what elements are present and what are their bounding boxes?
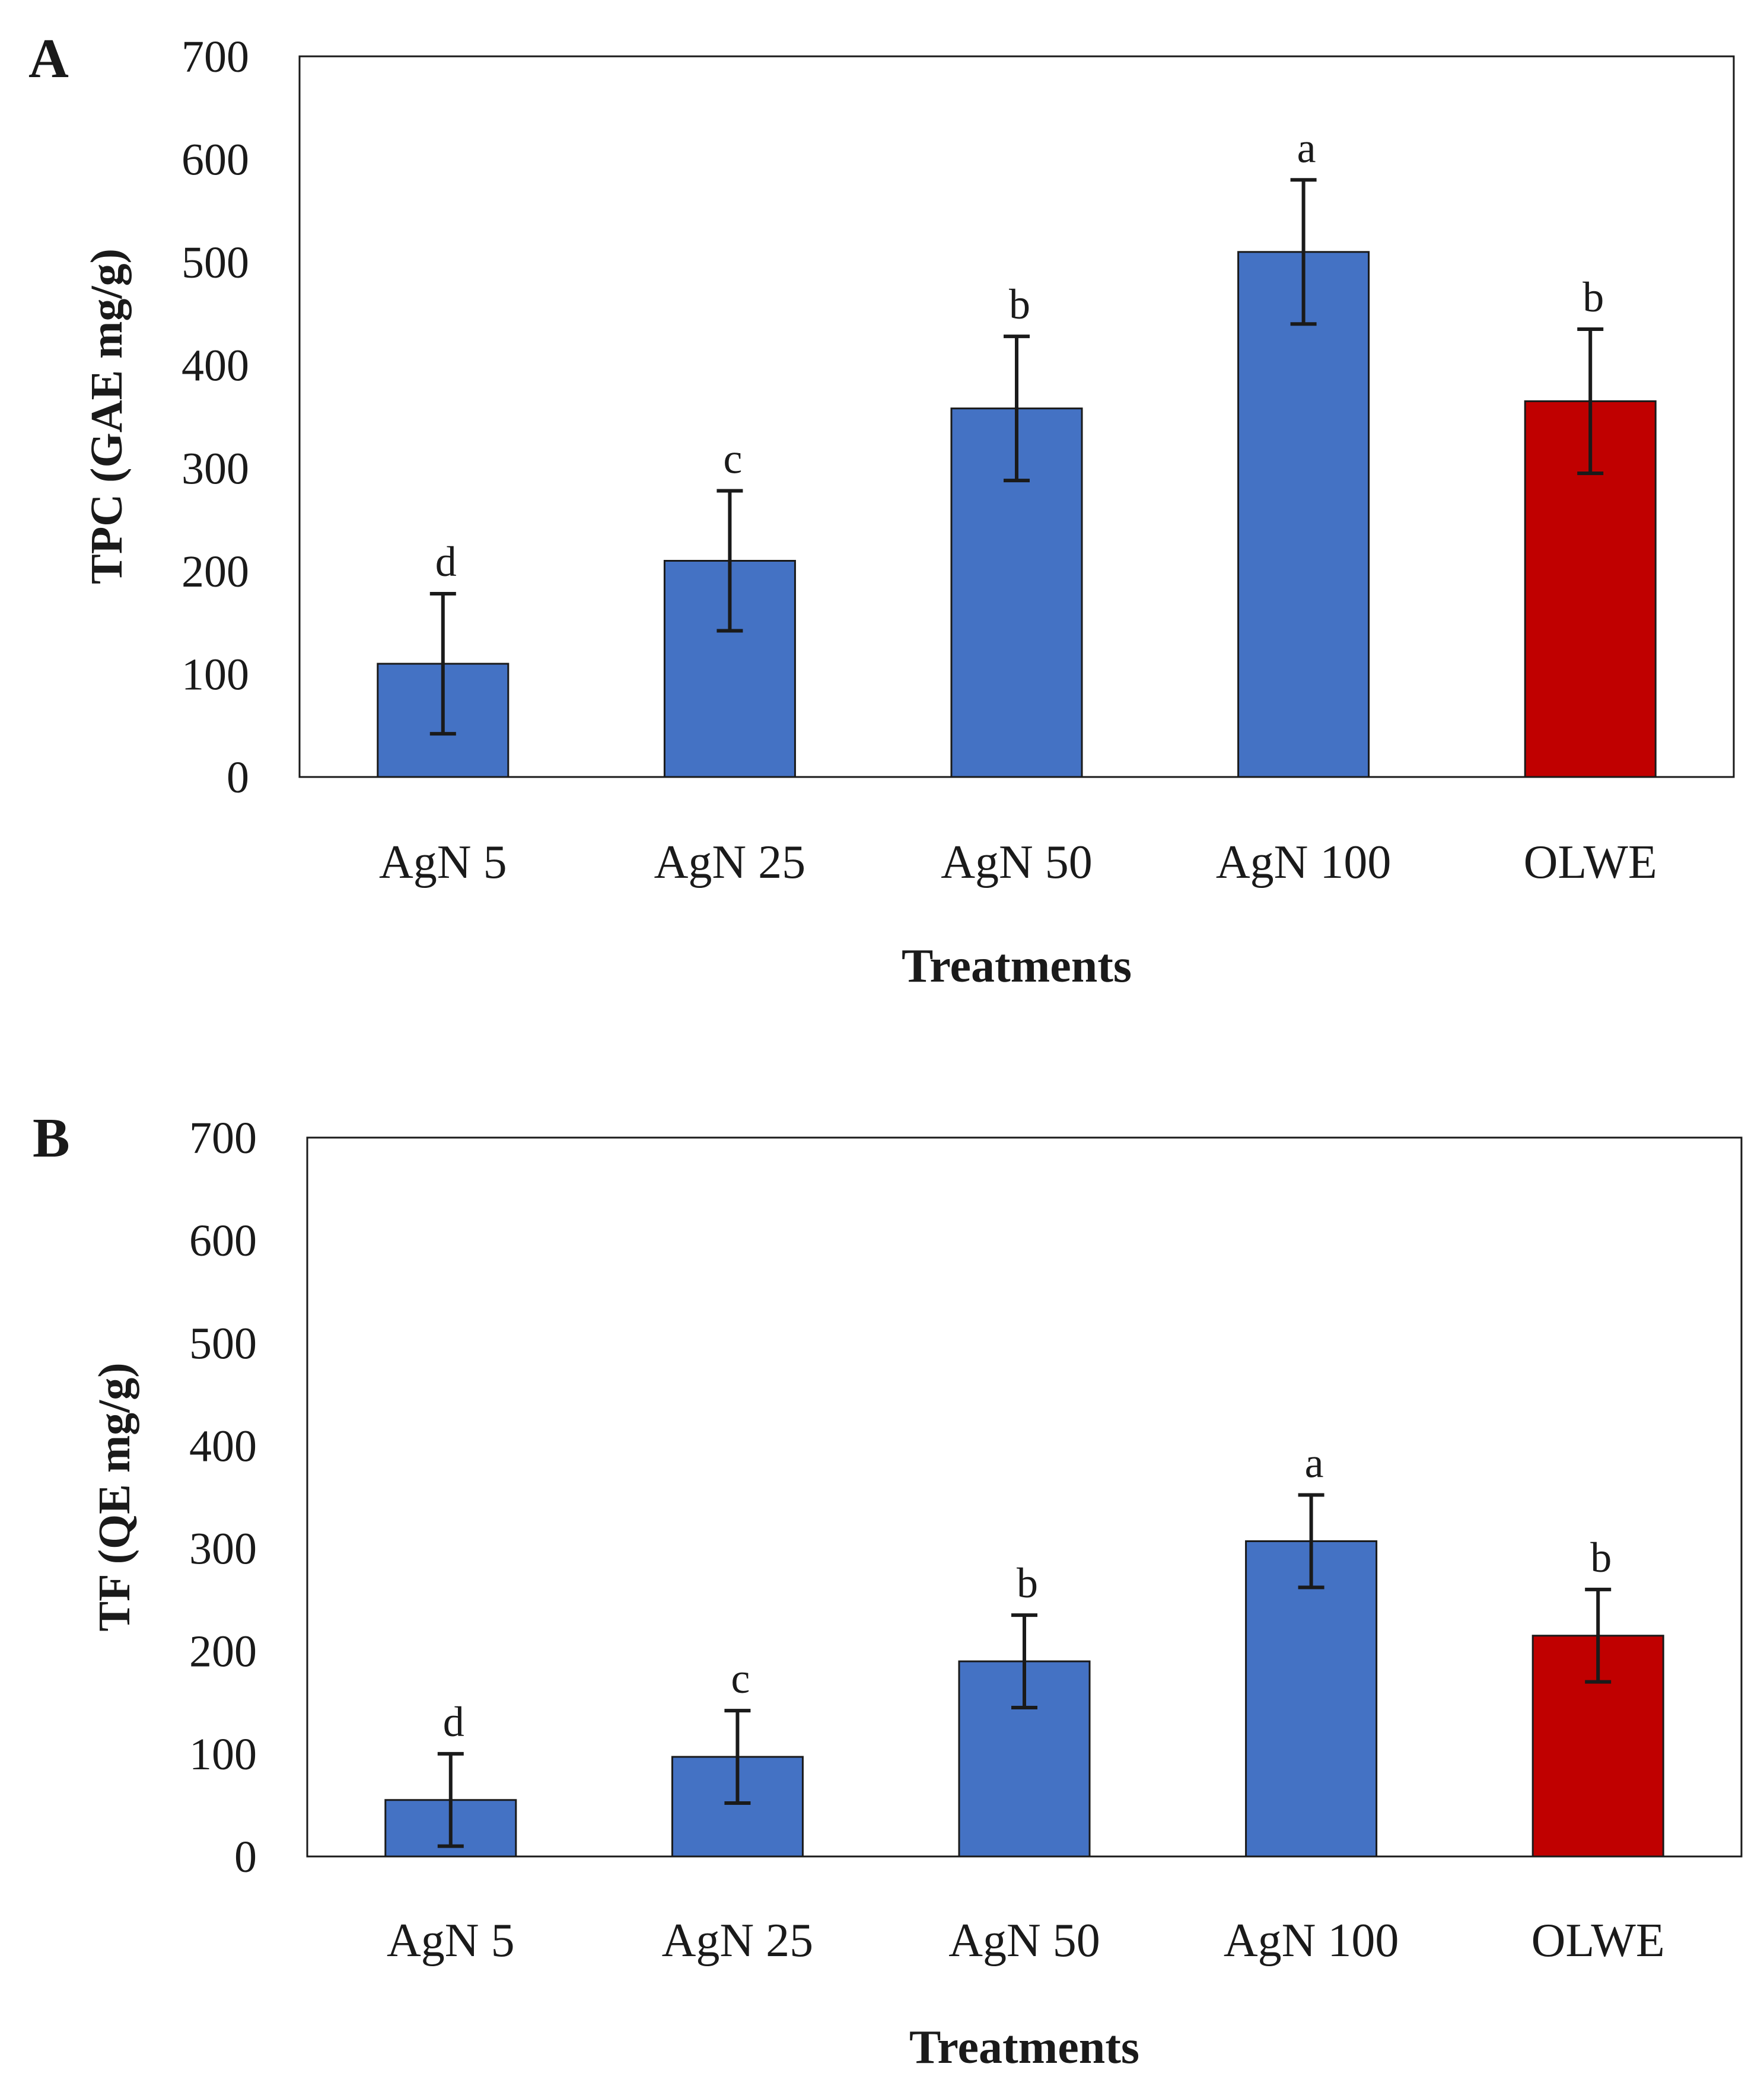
error-bar (724, 1709, 751, 1805)
significance-letter: b (1582, 273, 1604, 321)
error-bar (1290, 178, 1317, 326)
x-axis-title: Treatments (902, 940, 1132, 992)
bar (1237, 251, 1370, 778)
error-bars (429, 178, 1604, 736)
error-bar (1011, 1613, 1037, 1709)
category-label: OLWE (1531, 1915, 1665, 1967)
category-label: AgN 50 (948, 1915, 1100, 1967)
y-tick-label: 500 (189, 1319, 257, 1368)
error-bars (437, 1493, 1612, 1848)
significance-letter: b (1590, 1534, 1612, 1581)
category-label: AgN 5 (387, 1915, 515, 1967)
panel-letter: B (33, 1107, 70, 1169)
error-bar (1004, 335, 1030, 483)
bars (384, 1540, 1664, 1858)
category-label: AgN 25 (662, 1915, 814, 1967)
significance-letters: d c b a b (443, 1440, 1612, 1746)
error-bar (717, 489, 743, 633)
category-label: AgN 25 (654, 836, 806, 888)
significance-letter: a (1305, 1440, 1324, 1487)
y-tick-label: 700 (182, 32, 249, 82)
y-tick-label: 400 (189, 1421, 257, 1471)
y-tick-label: 200 (182, 547, 249, 597)
y-tick-label: 200 (189, 1627, 257, 1677)
category-labels: AgN 5 AgN 25 AgN 50 AgN 100 OLWE (379, 836, 1657, 888)
error-bar (429, 592, 456, 736)
y-tick-labels: 0 100 200 300 400 500 600 700 (189, 1113, 257, 1882)
y-axis-title: TF (QE mg/g) (90, 1362, 139, 1631)
significance-letter: b (1009, 281, 1030, 328)
y-tick-label: 300 (189, 1524, 257, 1574)
significance-letter: d (435, 538, 457, 585)
x-axis-title: Treatments (909, 2021, 1139, 2074)
category-label: OLWE (1524, 836, 1657, 888)
error-bar (1577, 327, 1604, 475)
y-tick-label: 700 (189, 1113, 257, 1163)
significance-letter: a (1297, 124, 1316, 171)
error-bar (437, 1751, 464, 1848)
significance-letter: c (731, 1655, 750, 1702)
y-axis-title: TPC (GAE mg/g) (82, 249, 132, 584)
error-bar (1298, 1493, 1324, 1590)
y-tick-label: 300 (182, 444, 249, 493)
significance-letter: b (1017, 1559, 1038, 1607)
category-label: AgN 50 (941, 836, 1093, 888)
y-tick-label: 500 (182, 238, 249, 288)
y-tick-label: 0 (234, 1832, 257, 1882)
category-label: AgN 100 (1224, 1915, 1399, 1967)
significance-letter: c (723, 435, 742, 482)
y-tick-label: 400 (182, 341, 249, 391)
bars (377, 251, 1657, 778)
category-label: AgN 5 (379, 836, 507, 888)
panel-letter: A (28, 28, 69, 90)
y-tick-label: 600 (182, 135, 249, 185)
y-tick-label: 100 (189, 1730, 257, 1779)
error-bar (1585, 1587, 1612, 1684)
significance-letter: d (443, 1698, 464, 1746)
category-label: AgN 100 (1216, 836, 1392, 888)
y-tick-labels: 0 100 200 300 400 500 600 700 (182, 32, 249, 802)
category-labels: AgN 5 AgN 25 AgN 50 AgN 100 OLWE (387, 1915, 1665, 1967)
bar (1245, 1540, 1378, 1858)
significance-letters: d c b a b (435, 124, 1604, 585)
y-tick-label: 100 (182, 649, 249, 699)
y-tick-label: 600 (189, 1216, 257, 1266)
y-tick-label: 0 (227, 753, 249, 802)
